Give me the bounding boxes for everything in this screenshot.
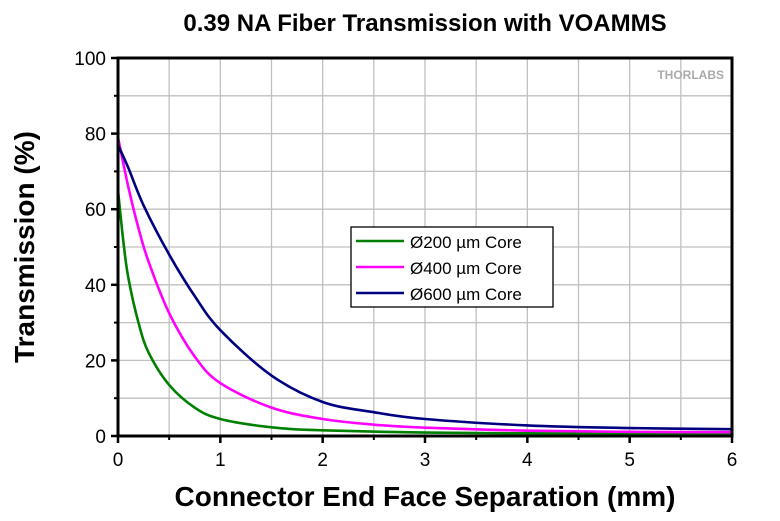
y-tick-label: 60 <box>85 200 106 221</box>
grid <box>118 58 732 436</box>
y-axis-label: Transmission (%) <box>9 131 40 363</box>
x-axis-label: Connector End Face Separation (mm) <box>175 481 676 512</box>
series-line-1 <box>116 137 733 434</box>
chart-title: 0.39 NA Fiber Transmission with VOAMMS <box>183 10 666 37</box>
legend-label: Ø600 µm Core <box>410 285 522 304</box>
legend: Ø200 µm Core Ø400 µm Core Ø600 µm Core <box>350 226 554 308</box>
x-tick-label: 3 <box>420 450 431 471</box>
y-tick-label: 80 <box>85 125 106 146</box>
legend-label: Ø200 µm Core <box>410 233 522 252</box>
watermark-logo: THORLABS <box>657 68 724 82</box>
y-tick-label: 0 <box>95 427 106 448</box>
series-line-0 <box>116 190 733 436</box>
y-tick-label: 20 <box>85 351 106 372</box>
y-tick-label: 100 <box>74 49 106 70</box>
x-tick-label: 1 <box>215 450 226 471</box>
x-tick-label: 5 <box>624 450 635 471</box>
legend-label: Ø400 µm Core <box>410 259 522 278</box>
x-tick-label: 6 <box>727 450 738 471</box>
x-tick-label: 0 <box>113 450 124 471</box>
series-line-2 <box>116 144 733 431</box>
x-tick-label: 2 <box>317 450 328 471</box>
y-tick-label: 40 <box>85 276 106 297</box>
x-tick-label: 4 <box>522 450 533 471</box>
